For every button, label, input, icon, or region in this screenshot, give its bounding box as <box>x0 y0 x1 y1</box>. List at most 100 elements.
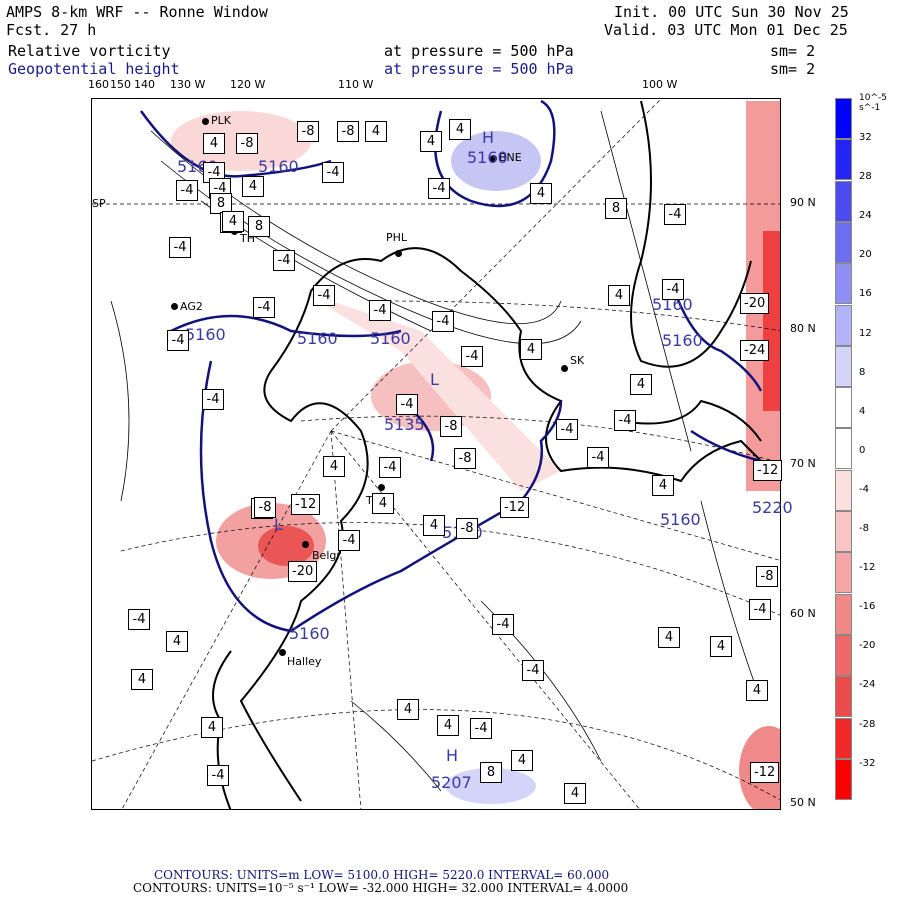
colorbar-tick-label: -20 <box>859 640 876 652</box>
colorbar-swatch <box>835 180 852 222</box>
height-line <box>139 110 332 178</box>
lon-label: 160 <box>88 78 109 91</box>
colorbar-tick-label: -16 <box>859 601 876 613</box>
station-label: PLK <box>211 114 231 127</box>
vorticity-value-box: -4 <box>322 162 344 183</box>
coast-segment <box>630 100 752 368</box>
vorticity-value-box: -4 <box>396 394 418 415</box>
station-dot[interactable] <box>378 484 385 491</box>
vorticity-value-box: -12 <box>750 762 780 783</box>
vorticity-value-box: -4 <box>379 457 401 478</box>
vorticity-patch <box>446 768 536 804</box>
lat-line <box>92 709 780 801</box>
vorticity-value-box: 4 <box>222 211 244 232</box>
colorbar-unit: 10^-5 s^-1 <box>859 93 887 113</box>
colorbar-tick-label: -8 <box>859 523 869 534</box>
model-title: AMPS 8-km WRF -- Ronne Window <box>6 3 268 21</box>
vorticity-value-box: 4 <box>323 456 345 477</box>
vorticity-value-box: -4 <box>273 250 295 271</box>
vorticity-value-box: 4 <box>131 669 153 690</box>
vorticity-value-box: -4 <box>428 178 450 199</box>
station-dot[interactable] <box>171 303 178 310</box>
high-low-marker: H <box>482 128 495 147</box>
vorticity-value-box: -4 <box>313 285 335 306</box>
lon-line <box>330 99 662 432</box>
colorbar-tick-label: 4 <box>859 405 866 417</box>
vorticity-value-box: -20 <box>740 293 770 314</box>
height-line <box>170 314 402 338</box>
field2-level: at pressure = 500 hPa <box>384 60 574 78</box>
station-dot[interactable] <box>395 250 402 257</box>
station-dot[interactable] <box>302 541 309 548</box>
high-low-marker: H <box>446 746 459 765</box>
vorticity-value-box: 8 <box>480 762 502 783</box>
colorbar-tick-label: 0 <box>859 444 866 456</box>
vorticity-value-box: -4 <box>207 765 229 786</box>
init-time: Init. 00 UTC Sun 30 Nov 25 <box>614 3 849 21</box>
station-dot[interactable] <box>279 649 286 656</box>
vorticity-value-box: 4 <box>630 374 652 395</box>
colorbar-swatch <box>835 387 852 429</box>
vorticity-value-box: -4 <box>614 410 636 431</box>
vorticity-value-box: -4 <box>176 180 198 201</box>
station-dot[interactable] <box>490 155 497 162</box>
vorticity-value-box: -4 <box>492 614 514 635</box>
valid-time: Valid. 03 UTC Mon 01 Dec 25 <box>604 21 848 39</box>
field2-smoothing: sm= 2 <box>770 60 816 78</box>
vorticity-value-box: -4 <box>470 718 492 739</box>
vorticity-value-box: -12 <box>291 494 321 515</box>
colorbar-tick-label: 8 <box>859 366 866 378</box>
height-label: 5160 <box>258 157 299 176</box>
height-label: 5207 <box>431 773 472 792</box>
vorticity-value-box: -4 <box>128 609 150 630</box>
vorticity-value-box: -4 <box>253 297 275 318</box>
vorticity-value-box: 4 <box>372 493 394 514</box>
colorbar-tick-label: -28 <box>859 718 876 730</box>
vorticity-value-box: 4 <box>437 715 459 736</box>
lon-label: 110 W <box>338 78 374 91</box>
height-label: 5160 <box>297 329 338 348</box>
lon-label: 130 W <box>170 78 206 91</box>
height-contour-info: CONTOURS: UNITS=m LOW= 5100.0 HIGH= 5220… <box>154 868 610 882</box>
height-label: 5160 <box>289 624 330 643</box>
vorticity-value-box: -4 <box>749 599 771 620</box>
height-label: 5135 <box>384 415 425 434</box>
vorticity-value-box: -4 <box>338 530 360 551</box>
vorticity-value-box: -20 <box>288 561 318 582</box>
colorbar-swatch <box>835 304 852 346</box>
vorticity-value-box: 4 <box>710 636 732 657</box>
lon-label: 150 <box>110 78 131 91</box>
vorticity-value-box: 8 <box>248 216 270 237</box>
height-label: 5160 <box>660 510 701 529</box>
colorbar-swatch <box>835 263 852 305</box>
station-dot[interactable] <box>202 118 209 125</box>
vorticity-value-box: 4 <box>511 750 533 771</box>
colorbar-tick-label: 32 <box>859 132 872 143</box>
vorticity-value-box: -8 <box>297 121 319 142</box>
vorticity-value-box: 4 <box>530 183 552 204</box>
height-line <box>199 360 563 633</box>
lon-line <box>330 430 640 809</box>
colorbar-tick-label: 16 <box>859 288 872 300</box>
colorbar-swatch <box>835 758 852 800</box>
vorticity-value-box: 4 <box>520 339 542 360</box>
contour-line <box>110 300 130 502</box>
vorticity-value-box: 4 <box>166 631 188 652</box>
vorticity-value-box: -4 <box>556 419 578 440</box>
vorticity-value-box: -8 <box>456 518 478 539</box>
height-label: 5220 <box>752 498 793 517</box>
lon-label: 120 W <box>230 78 266 91</box>
vorticity-value-box: 4 <box>608 285 630 306</box>
colorbar-tick-label: -32 <box>859 757 876 769</box>
colorbar-tick-label: 28 <box>859 171 872 183</box>
vorticity-value-box: -8 <box>454 448 476 469</box>
colorbar-swatch <box>835 221 852 263</box>
vorticity-value-box: 4 <box>658 627 680 648</box>
vorticity-value-box: -8 <box>236 133 258 154</box>
colorbar-swatch <box>835 469 852 511</box>
coast-segment <box>620 399 762 442</box>
vorticity-value-box: 4 <box>449 119 471 140</box>
vorticity-value-box: -4 <box>461 346 483 367</box>
station-dot[interactable] <box>561 365 568 372</box>
lat-label: 90 N <box>790 196 816 209</box>
